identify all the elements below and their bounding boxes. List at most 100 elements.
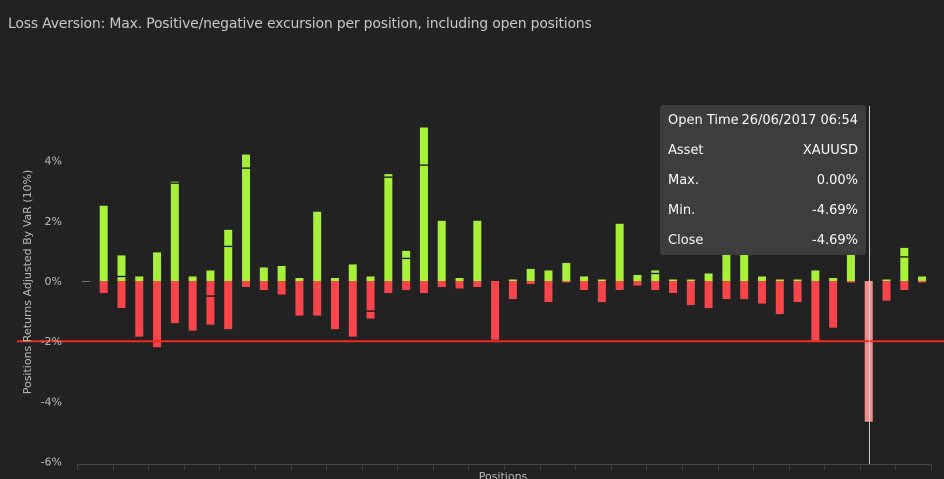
tooltip-key: Asset xyxy=(668,143,704,158)
max-bar xyxy=(170,181,179,281)
min-bar xyxy=(419,281,428,294)
max-bar xyxy=(402,250,411,281)
max-bar xyxy=(900,247,909,281)
max-bar xyxy=(669,279,678,281)
min-bar xyxy=(846,281,855,283)
min-bar xyxy=(277,281,286,295)
reference-layer xyxy=(17,106,944,465)
min-bar xyxy=(170,281,179,324)
max-bar xyxy=(117,255,126,281)
tooltip-value: XAUUSD xyxy=(802,143,858,158)
min-bar xyxy=(99,281,108,294)
close-markers xyxy=(117,164,909,424)
min-bar xyxy=(526,281,535,285)
min-bar xyxy=(864,281,873,423)
tooltip-value: 0.00% xyxy=(816,173,858,188)
max-bar xyxy=(330,277,339,281)
min-bar xyxy=(402,281,411,291)
max-bar xyxy=(704,273,713,281)
min-bar xyxy=(206,281,215,325)
min-bar xyxy=(597,281,606,303)
y-tick-label: 0% xyxy=(45,275,62,288)
min-bar xyxy=(259,281,268,291)
tooltip-key: Close xyxy=(668,233,704,248)
max-bar xyxy=(206,270,215,281)
min-bar xyxy=(491,281,500,340)
y-tick-label: -6% xyxy=(41,456,62,469)
y-tick-label: 4% xyxy=(45,155,62,168)
max-bar xyxy=(437,220,446,281)
min-bar xyxy=(117,281,126,309)
min-bar xyxy=(829,281,838,328)
min-bar xyxy=(740,281,749,300)
tooltip-key: Open Time xyxy=(668,113,739,128)
min-bar xyxy=(224,281,233,330)
max-bar xyxy=(562,262,571,281)
min-bar xyxy=(508,281,517,300)
max-bar xyxy=(242,154,251,281)
min-bar xyxy=(757,281,766,304)
max-bar xyxy=(99,205,108,281)
min-bar xyxy=(882,281,891,301)
tooltip-row-max: Max. 0.00% xyxy=(668,171,858,191)
max-bar xyxy=(686,279,695,281)
max-bar xyxy=(348,264,357,281)
tooltip-value: 26/06/2017 06:54 xyxy=(741,113,858,128)
min-bar xyxy=(900,281,909,291)
tooltip-value: -4.69% xyxy=(812,203,858,218)
min-bar xyxy=(473,281,482,288)
tooltip-row-asset: Asset XAUUSD xyxy=(668,141,858,161)
max-bar xyxy=(615,223,624,281)
y-tick-label: -4% xyxy=(41,395,62,408)
max-bar xyxy=(811,270,820,281)
max-bar xyxy=(224,229,233,281)
min-bar xyxy=(135,281,144,337)
min-bar xyxy=(918,281,927,283)
min-bar xyxy=(455,281,464,289)
max-bar xyxy=(722,252,731,281)
min-bar xyxy=(366,281,375,319)
min-bar xyxy=(313,281,322,316)
min-bar xyxy=(153,281,162,348)
min-bar xyxy=(722,281,731,300)
max-bar xyxy=(473,220,482,281)
max-bar xyxy=(651,270,660,281)
min-bar xyxy=(437,281,446,288)
min-bar xyxy=(669,281,678,294)
max-bar xyxy=(918,276,927,281)
min-bar xyxy=(651,281,660,291)
max-bar xyxy=(188,276,197,281)
tooltip: Open Time 26/06/2017 06:54 Asset XAUUSD … xyxy=(660,105,866,255)
min-bar xyxy=(633,281,642,286)
min-bar xyxy=(330,281,339,330)
tooltip-row-open-time: Open Time 26/06/2017 06:54 xyxy=(668,111,858,131)
max-bar xyxy=(544,270,553,281)
min-bar xyxy=(562,281,571,283)
min-bar xyxy=(686,281,695,306)
max-bar xyxy=(259,267,268,281)
max-bar xyxy=(882,279,891,281)
max-bar xyxy=(526,268,535,281)
max-bar xyxy=(597,279,606,281)
max-bar xyxy=(419,127,428,282)
max-bar xyxy=(153,252,162,281)
x-ticks xyxy=(77,464,932,470)
min-bar xyxy=(793,281,802,303)
max-bar xyxy=(740,252,749,281)
min-bar xyxy=(615,281,624,291)
tooltip-value: -4.69% xyxy=(812,233,858,248)
y-tick-labels: 4% 2% 0% -2% -4% -6% xyxy=(41,155,62,469)
max-bar xyxy=(366,276,375,281)
tooltip-row-min: Min. -4.69% xyxy=(668,201,858,221)
max-bar xyxy=(508,279,517,281)
min-bar xyxy=(242,281,251,288)
x-axis-label: Positions xyxy=(479,470,528,479)
min-bar xyxy=(811,281,820,342)
tooltip-key: Min. xyxy=(668,203,696,218)
min-bar xyxy=(704,281,713,309)
min-bar xyxy=(295,281,304,316)
min-bar xyxy=(188,281,197,331)
max-bar xyxy=(580,276,589,281)
max-bar xyxy=(757,276,766,281)
y-axis-label: Positions Returns Adjusted By VaR (10%) xyxy=(21,170,34,395)
